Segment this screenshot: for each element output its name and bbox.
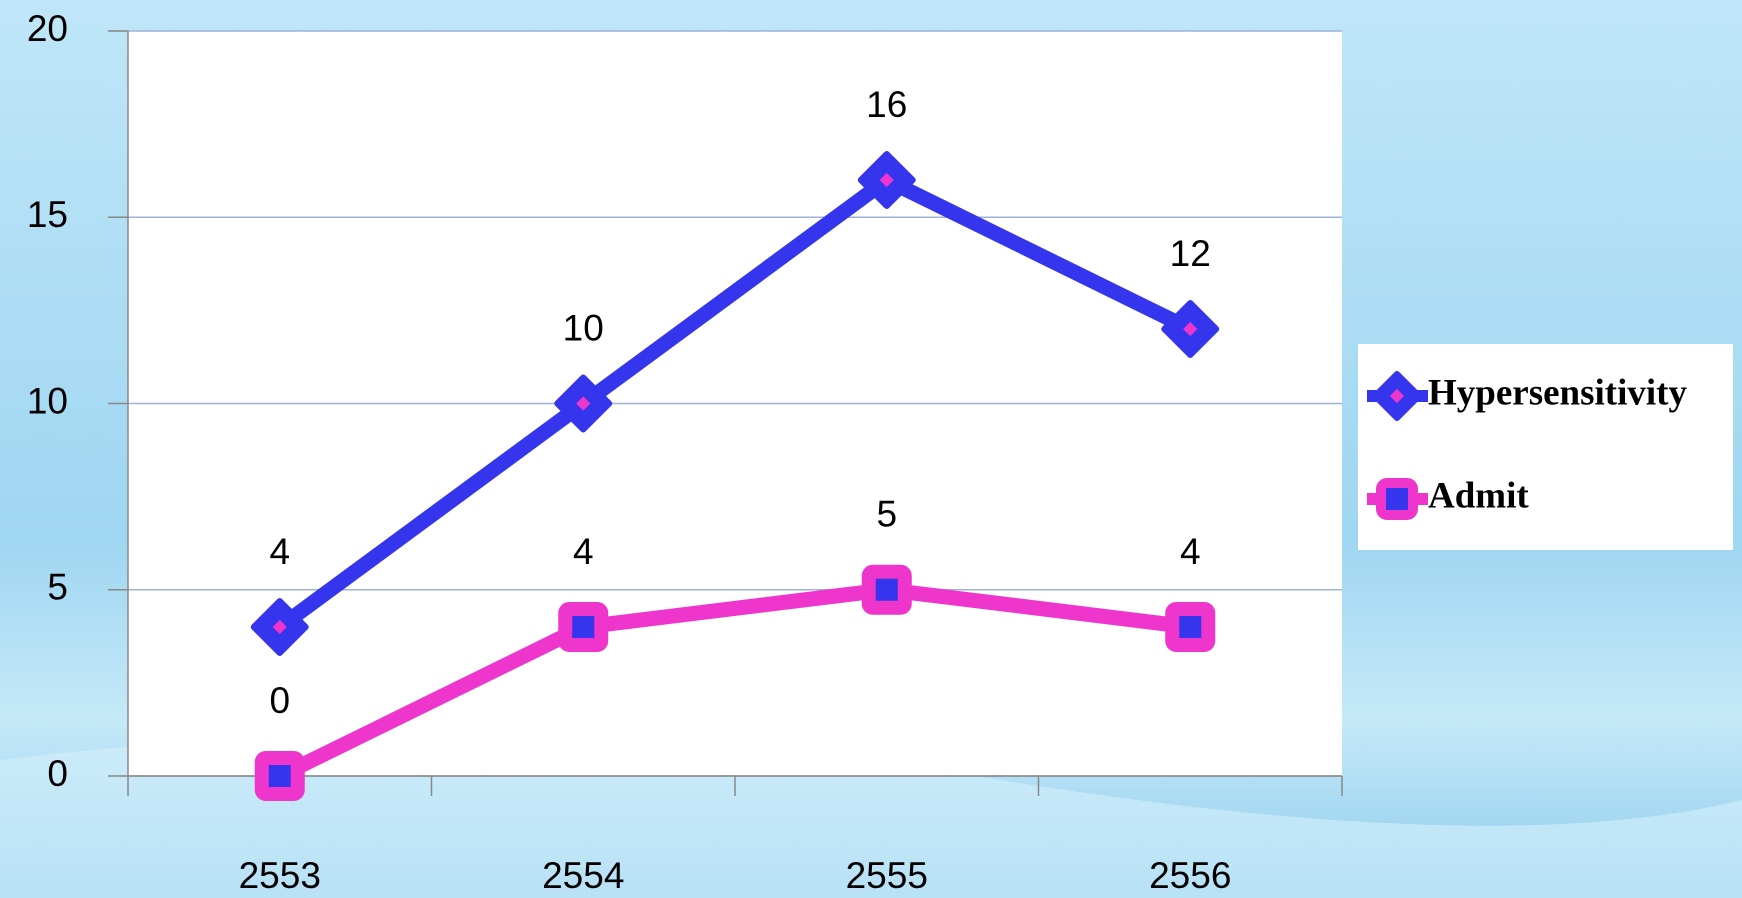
x-tick-label: 2554: [542, 855, 624, 896]
marker-center: [572, 616, 595, 638]
marker-center: [268, 765, 291, 787]
marker-center: [1389, 388, 1405, 404]
data-label: 5: [876, 494, 897, 535]
y-tick-label: 10: [27, 380, 68, 421]
x-tick-label: 2555: [846, 855, 928, 896]
data-label: 4: [1180, 531, 1201, 572]
legend-label: Admit: [1428, 475, 1529, 516]
marker-center: [1386, 488, 1408, 510]
x-tick-label: 2553: [239, 855, 321, 896]
y-tick-label: 5: [47, 567, 68, 608]
data-label: 4: [573, 531, 594, 572]
marker-center: [1179, 616, 1202, 638]
marker-center: [272, 619, 287, 635]
y-tick-label: 15: [27, 194, 68, 235]
legend-box: [1358, 344, 1733, 550]
marker-center: [875, 578, 898, 601]
y-tick-label: 0: [47, 753, 68, 794]
series-line: [275, 172, 1194, 634]
y-tick-label: 20: [27, 8, 68, 49]
data-label: 12: [1170, 233, 1211, 274]
marker-center: [879, 172, 894, 188]
legend-label: Hypersensitivity: [1428, 372, 1687, 413]
data-label: 4: [269, 531, 290, 572]
x-tick-label: 2556: [1149, 855, 1231, 896]
marker-center: [576, 396, 591, 411]
data-label: 16: [866, 84, 907, 125]
marker-center: [1183, 321, 1198, 337]
data-label: 0: [269, 680, 290, 721]
data-label: 10: [563, 307, 604, 348]
series-line: [276, 582, 1192, 783]
